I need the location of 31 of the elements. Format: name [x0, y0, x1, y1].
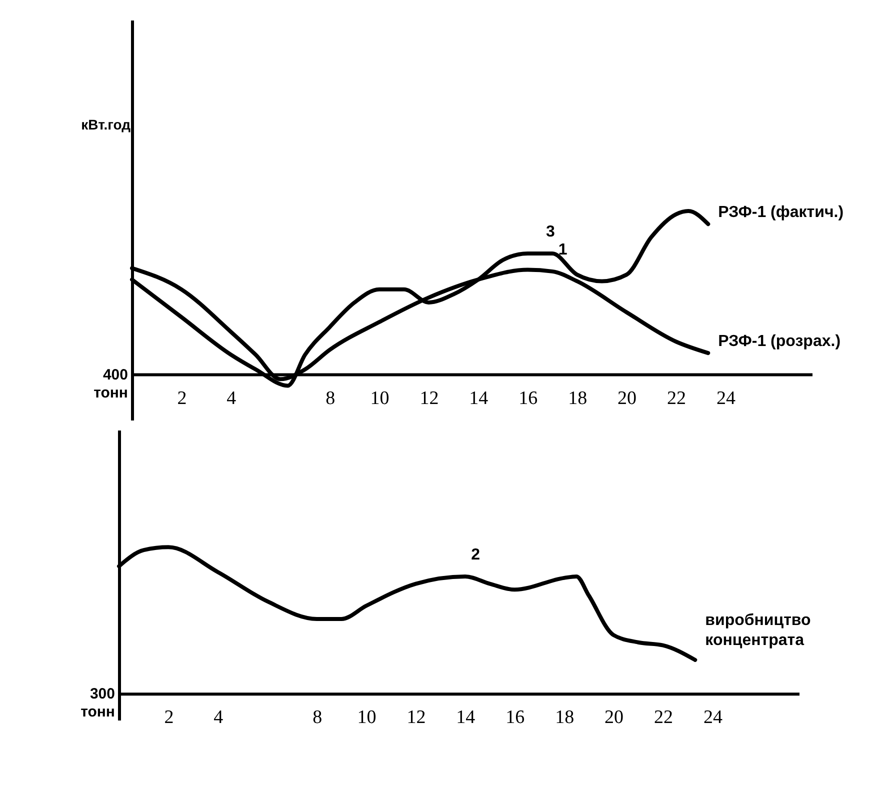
x-tick-label: 18 [568, 388, 588, 409]
x-tick-label: 22 [667, 388, 686, 409]
x-tick-label: 14 [456, 707, 476, 728]
text: 300 тонн [80, 686, 115, 721]
x-tick-label: 2 [164, 707, 174, 728]
series-label: виробництво концентрата [705, 612, 812, 649]
x-tick-label: 2 [177, 388, 187, 409]
x-tick-label: 16 [518, 388, 538, 409]
x-tick-label: 12 [406, 707, 426, 728]
x-tick-label: 16 [506, 707, 525, 728]
series-label: РЗФ-1 (розрах.) [718, 333, 841, 350]
annotation: 1 [558, 241, 568, 258]
x-tick-label: 12 [420, 388, 439, 409]
x-tick-label: 4 [214, 707, 224, 728]
annotation: 3 [546, 223, 555, 240]
x-tick-label: 8 [312, 707, 322, 728]
x-tick-label: 22 [654, 707, 673, 728]
x-tick-label: 8 [326, 388, 336, 409]
x-tick-label: 24 [716, 388, 736, 409]
annotation: 2 [471, 546, 480, 564]
x-tick-label: 10 [357, 707, 376, 728]
text: 400 тонн [94, 366, 128, 402]
x-tick-label: 18 [555, 707, 574, 728]
series-label: РЗФ-1 (фактич.) [718, 204, 844, 222]
x-tick-label: 14 [469, 388, 489, 409]
x-tick-label: 4 [226, 388, 237, 409]
x-tick-label: 20 [604, 707, 624, 728]
y-axis-title: кВт.год [81, 116, 131, 132]
x-tick-label: 24 [703, 707, 723, 728]
x-tick-label: 10 [370, 388, 390, 409]
x-tick-label: 20 [618, 388, 637, 409]
